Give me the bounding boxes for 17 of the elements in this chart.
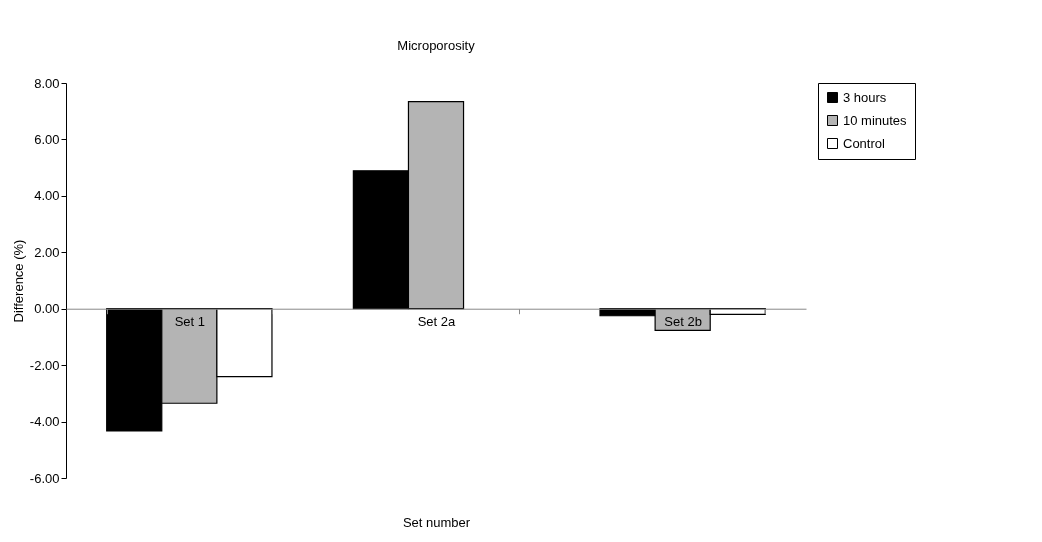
x-tick-label: Set 1 (174, 314, 206, 330)
legend-label: Control (843, 135, 886, 151)
x-tick-label: Set 2a (417, 314, 457, 330)
y-tick-label: 2.00 (34, 244, 60, 260)
y-axis-title: Difference (%) (10, 239, 26, 323)
y-tick-label: 4.00 (34, 188, 60, 204)
legend-label: 3 hours (843, 89, 887, 105)
y-tick-label: 0.00 (34, 301, 60, 317)
y-tick-label: -2.00 (29, 357, 60, 373)
y-tick-label: 8.00 (34, 75, 60, 91)
y-tick-label: -6.00 (29, 470, 60, 486)
chart-title: Microporosity (397, 38, 476, 53)
x-axis-title: Set number (402, 514, 471, 530)
y-tick-label: -4.00 (29, 414, 60, 430)
legend-label: 10 minutes (843, 112, 908, 128)
y-tick-label: 6.00 (34, 131, 60, 147)
x-tick-label: Set 2b (664, 314, 702, 330)
